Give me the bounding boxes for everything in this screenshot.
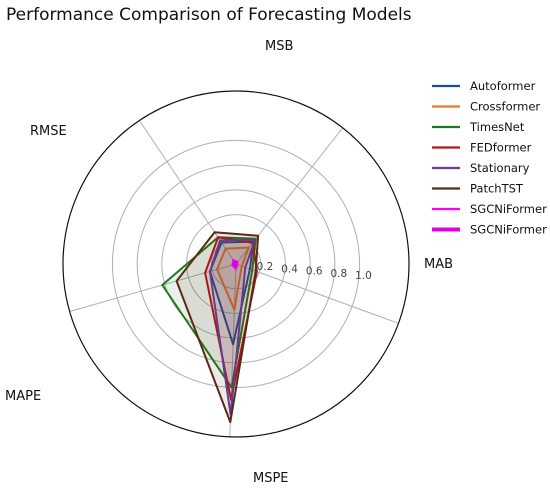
legend-label: Stationary <box>470 161 530 175</box>
radial-tick-label: 0.2 <box>257 261 274 273</box>
legend-label: FEDformer <box>470 141 532 155</box>
axis-label-rmse: RMSE <box>30 124 67 139</box>
spoke-mab <box>235 263 399 324</box>
chart-title: Performance Comparison of Forecasting Mo… <box>6 5 412 25</box>
grid-ring-0.6 <box>161 189 311 339</box>
series-sgcniformer-7 <box>231 260 239 269</box>
axis-label-mape: MAPE <box>5 389 41 404</box>
legend-label: Crossformer <box>470 100 540 114</box>
outer-frame <box>62 90 410 438</box>
series-stationary-4 <box>208 238 256 416</box>
legend-label: PatchTST <box>470 182 524 196</box>
spoke-mape <box>69 263 237 313</box>
radial-tick-label: 0.6 <box>306 266 323 278</box>
axis-label-mab: MAB <box>424 257 453 272</box>
radial-tick-label: 0.4 <box>281 263 298 275</box>
axis-label-mspe: MSPE <box>253 471 289 486</box>
legend-label: SGCNiFormer <box>470 223 547 237</box>
radial-tick-label: 1.0 <box>355 270 372 282</box>
legend: Autoformer Crossformer TimesNet FEDformer St… <box>432 79 547 237</box>
legend-label: SGCNiFormer <box>470 202 547 216</box>
legend-label: Autoformer <box>470 79 536 93</box>
radar-labels: 0.2 0.4 0.6 0.8 1.0 MAB MSB RMSE MAPE MSPE <box>5 39 453 486</box>
radar-series <box>161 231 260 424</box>
axis-label-msb: MSB <box>265 39 293 54</box>
legend-label: TimesNet <box>469 120 525 134</box>
series-crossformer-1 <box>216 246 250 311</box>
series-patchtst-5 <box>175 231 260 424</box>
radial-tick-label: 0.8 <box>330 268 347 280</box>
